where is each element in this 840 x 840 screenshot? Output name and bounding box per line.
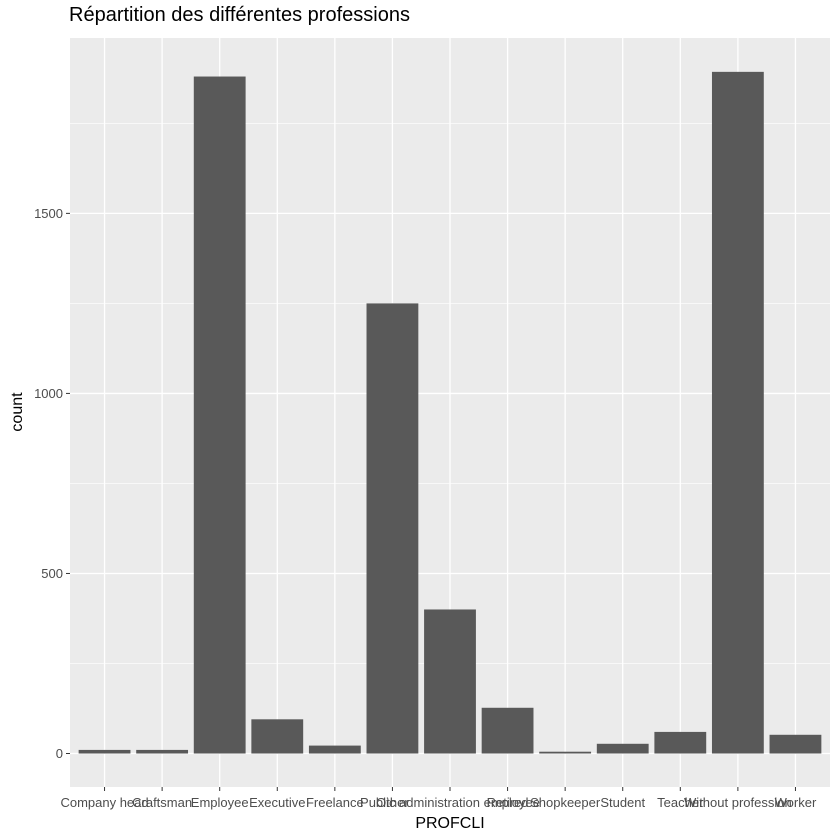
y-tick-label: 1500 [34,206,63,221]
y-tick-label: 500 [41,566,63,581]
x-tick-label: Retired [487,795,529,810]
bar-other [366,303,419,754]
x-tick-label: Worker [775,795,817,810]
x-tick-label: Shopkeeper [530,795,601,810]
y-tick-label: 0 [56,746,63,761]
x-tick-label: Craftsman [132,795,192,810]
chart-title: Répartition des différentes professions [69,4,410,26]
x-tick-label: Public administration employee [360,795,540,810]
bar-craftsman [136,749,189,754]
bar-executive [251,719,304,754]
x-tick-label: Employee [191,795,249,810]
bar-worker [769,734,822,754]
bar-freelance [308,745,361,754]
y-axis-title: count [9,392,26,432]
x-tick-label: Without profession [684,795,792,810]
bar-employee [193,76,246,754]
y-tick-label: 1000 [34,386,63,401]
x-tick-label: Executive [249,795,305,810]
x-tick-label: Teacher [657,795,704,810]
bar-company-head [78,749,131,754]
x-tick-label: Student [600,795,645,810]
x-tick-label: Freelance [306,795,364,810]
bars [78,71,822,754]
bar-public-administration-employee [424,609,476,754]
bar-student [596,743,649,754]
x-tick-label: Other [376,795,409,810]
bar-shopkeeper [539,751,592,754]
bar-without-profession [711,71,764,754]
x-tick-label: Company head [60,795,148,810]
x-axis-title: PROFCLI [415,815,484,832]
y-axis-ticks: 0 500 1000 1500 [34,206,70,761]
bar-retired [481,707,534,754]
bar-teacher [654,731,707,754]
